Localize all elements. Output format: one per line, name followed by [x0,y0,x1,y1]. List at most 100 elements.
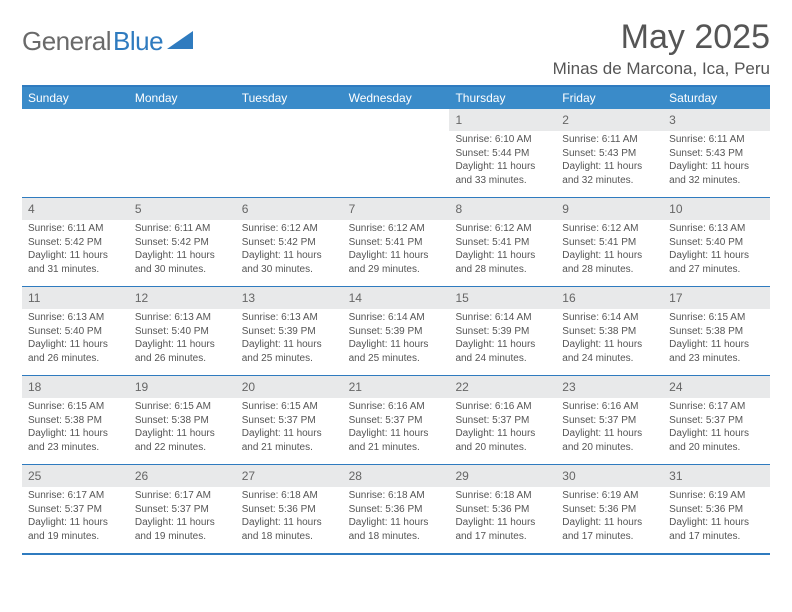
day-number: 26 [129,465,236,487]
header: GeneralBlue May 2025 Minas de Marcona, I… [22,18,770,79]
week-row: 1Sunrise: 6:10 AM Sunset: 5:44 PM Daylig… [22,109,770,197]
day-cell: 24Sunrise: 6:17 AM Sunset: 5:37 PM Dayli… [663,376,770,464]
day-details: Sunrise: 6:11 AM Sunset: 5:43 PM Dayligh… [663,131,770,193]
day-details [343,131,450,139]
day-cell: 27Sunrise: 6:18 AM Sunset: 5:36 PM Dayli… [236,465,343,553]
day-cell: 1Sunrise: 6:10 AM Sunset: 5:44 PM Daylig… [449,109,556,197]
day-cell: 6Sunrise: 6:12 AM Sunset: 5:42 PM Daylig… [236,198,343,286]
day-details: Sunrise: 6:15 AM Sunset: 5:38 PM Dayligh… [129,398,236,460]
day-cell: 26Sunrise: 6:17 AM Sunset: 5:37 PM Dayli… [129,465,236,553]
day-number: 12 [129,287,236,309]
day-details: Sunrise: 6:15 AM Sunset: 5:38 PM Dayligh… [663,309,770,371]
day-cell: 23Sunrise: 6:16 AM Sunset: 5:37 PM Dayli… [556,376,663,464]
day-cell: 4Sunrise: 6:11 AM Sunset: 5:42 PM Daylig… [22,198,129,286]
day-details: Sunrise: 6:11 AM Sunset: 5:43 PM Dayligh… [556,131,663,193]
dow-row: Sunday Monday Tuesday Wednesday Thursday… [22,87,770,109]
day-cell: 5Sunrise: 6:11 AM Sunset: 5:42 PM Daylig… [129,198,236,286]
day-details: Sunrise: 6:15 AM Sunset: 5:37 PM Dayligh… [236,398,343,460]
day-cell: 13Sunrise: 6:13 AM Sunset: 5:39 PM Dayli… [236,287,343,375]
day-cell: 15Sunrise: 6:14 AM Sunset: 5:39 PM Dayli… [449,287,556,375]
day-cell: 31Sunrise: 6:19 AM Sunset: 5:36 PM Dayli… [663,465,770,553]
day-cell: 21Sunrise: 6:16 AM Sunset: 5:37 PM Dayli… [343,376,450,464]
day-number: 18 [22,376,129,398]
day-number: 11 [22,287,129,309]
day-details: Sunrise: 6:16 AM Sunset: 5:37 PM Dayligh… [343,398,450,460]
dow-sunday: Sunday [22,87,129,109]
day-number: 15 [449,287,556,309]
day-details [236,131,343,139]
day-number: 23 [556,376,663,398]
day-details: Sunrise: 6:19 AM Sunset: 5:36 PM Dayligh… [556,487,663,549]
dow-saturday: Saturday [663,87,770,109]
day-details: Sunrise: 6:16 AM Sunset: 5:37 PM Dayligh… [556,398,663,460]
day-cell [22,109,129,197]
day-details: Sunrise: 6:11 AM Sunset: 5:42 PM Dayligh… [22,220,129,282]
day-cell: 12Sunrise: 6:13 AM Sunset: 5:40 PM Dayli… [129,287,236,375]
day-cell: 14Sunrise: 6:14 AM Sunset: 5:39 PM Dayli… [343,287,450,375]
day-details: Sunrise: 6:13 AM Sunset: 5:40 PM Dayligh… [663,220,770,282]
day-details: Sunrise: 6:12 AM Sunset: 5:41 PM Dayligh… [343,220,450,282]
day-details: Sunrise: 6:14 AM Sunset: 5:39 PM Dayligh… [343,309,450,371]
day-cell: 29Sunrise: 6:18 AM Sunset: 5:36 PM Dayli… [449,465,556,553]
week-row: 25Sunrise: 6:17 AM Sunset: 5:37 PM Dayli… [22,464,770,553]
day-details: Sunrise: 6:17 AM Sunset: 5:37 PM Dayligh… [129,487,236,549]
week-row: 18Sunrise: 6:15 AM Sunset: 5:38 PM Dayli… [22,375,770,464]
day-number: 6 [236,198,343,220]
brand-logo: GeneralBlue [22,18,193,57]
dow-tuesday: Tuesday [236,87,343,109]
day-cell: 2Sunrise: 6:11 AM Sunset: 5:43 PM Daylig… [556,109,663,197]
day-number: 16 [556,287,663,309]
day-details: Sunrise: 6:11 AM Sunset: 5:42 PM Dayligh… [129,220,236,282]
month-title: May 2025 [553,18,770,57]
day-number: 25 [22,465,129,487]
day-details [22,131,129,139]
day-number: 5 [129,198,236,220]
day-number: 21 [343,376,450,398]
day-details: Sunrise: 6:17 AM Sunset: 5:37 PM Dayligh… [663,398,770,460]
day-number: 1 [449,109,556,131]
day-number: 20 [236,376,343,398]
day-number: 2 [556,109,663,131]
day-number: 31 [663,465,770,487]
day-number: 30 [556,465,663,487]
day-number: 13 [236,287,343,309]
day-cell: 20Sunrise: 6:15 AM Sunset: 5:37 PM Dayli… [236,376,343,464]
day-details: Sunrise: 6:14 AM Sunset: 5:38 PM Dayligh… [556,309,663,371]
day-number: 9 [556,198,663,220]
day-number: 24 [663,376,770,398]
calendar: Sunday Monday Tuesday Wednesday Thursday… [22,85,770,555]
dow-monday: Monday [129,87,236,109]
day-number: 3 [663,109,770,131]
day-number: 7 [343,198,450,220]
day-details: Sunrise: 6:18 AM Sunset: 5:36 PM Dayligh… [236,487,343,549]
day-number: 19 [129,376,236,398]
brand-triangle-icon [167,29,193,54]
day-cell: 8Sunrise: 6:12 AM Sunset: 5:41 PM Daylig… [449,198,556,286]
day-details: Sunrise: 6:19 AM Sunset: 5:36 PM Dayligh… [663,487,770,549]
week-row: 4Sunrise: 6:11 AM Sunset: 5:42 PM Daylig… [22,197,770,286]
day-cell: 16Sunrise: 6:14 AM Sunset: 5:38 PM Dayli… [556,287,663,375]
day-details: Sunrise: 6:14 AM Sunset: 5:39 PM Dayligh… [449,309,556,371]
day-cell: 7Sunrise: 6:12 AM Sunset: 5:41 PM Daylig… [343,198,450,286]
title-block: May 2025 Minas de Marcona, Ica, Peru [553,18,770,79]
dow-wednesday: Wednesday [343,87,450,109]
day-cell [236,109,343,197]
weeks-container: 1Sunrise: 6:10 AM Sunset: 5:44 PM Daylig… [22,109,770,553]
day-details: Sunrise: 6:13 AM Sunset: 5:39 PM Dayligh… [236,309,343,371]
day-cell [343,109,450,197]
day-details: Sunrise: 6:16 AM Sunset: 5:37 PM Dayligh… [449,398,556,460]
day-details: Sunrise: 6:12 AM Sunset: 5:42 PM Dayligh… [236,220,343,282]
day-cell: 17Sunrise: 6:15 AM Sunset: 5:38 PM Dayli… [663,287,770,375]
day-details: Sunrise: 6:13 AM Sunset: 5:40 PM Dayligh… [129,309,236,371]
day-details: Sunrise: 6:18 AM Sunset: 5:36 PM Dayligh… [449,487,556,549]
day-number: 28 [343,465,450,487]
day-cell: 9Sunrise: 6:12 AM Sunset: 5:41 PM Daylig… [556,198,663,286]
brand-name-2: Blue [113,26,163,57]
day-cell: 22Sunrise: 6:16 AM Sunset: 5:37 PM Dayli… [449,376,556,464]
day-number: 27 [236,465,343,487]
day-details: Sunrise: 6:18 AM Sunset: 5:36 PM Dayligh… [343,487,450,549]
dow-thursday: Thursday [449,87,556,109]
day-details: Sunrise: 6:12 AM Sunset: 5:41 PM Dayligh… [449,220,556,282]
day-cell: 30Sunrise: 6:19 AM Sunset: 5:36 PM Dayli… [556,465,663,553]
day-cell [129,109,236,197]
